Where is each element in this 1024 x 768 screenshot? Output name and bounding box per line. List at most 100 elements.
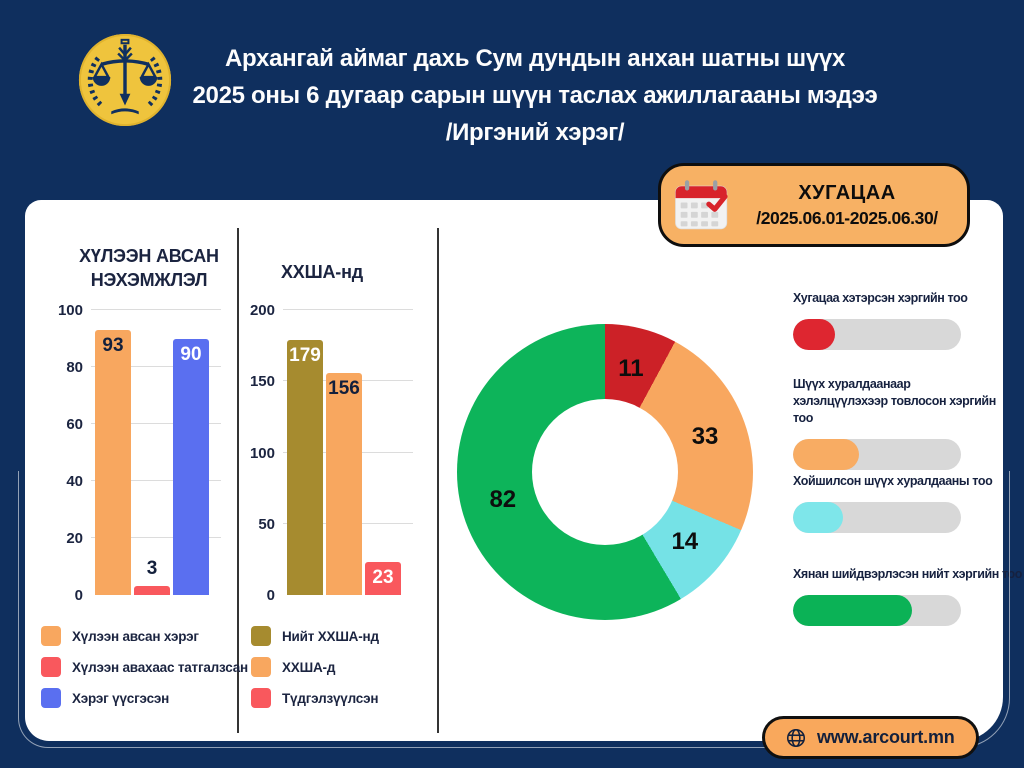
bar-value-label: 23: [372, 567, 394, 589]
period-badge: ХУГАЦАА /2025.06.01-2025.06.30/: [658, 163, 970, 247]
metric-postponed: Хойшилсон шүүх хуралдааны тоо: [793, 473, 1003, 533]
legend-label: ХХША-д: [282, 659, 336, 675]
legend-label: Хүлээн авахаас татгалзсан: [72, 659, 248, 675]
y-axis-tick: 40: [66, 473, 83, 490]
metric-track: [793, 319, 961, 350]
metric-overdue: Хугацаа хэтэрсэн хэргийн тоо: [793, 290, 1003, 350]
y-axis-tick: 50: [258, 515, 275, 533]
metric-label: Хянан шийдвэрлэсэн нийт хэргийн тоо: [793, 567, 1023, 581]
metric-label: Хугацаа хэтэрсэн хэргийн тоо: [793, 291, 968, 305]
y-axis-tick: 20: [66, 530, 83, 547]
chart-title-line: НЭХЭМЖЛЭЛ: [90, 270, 208, 290]
bar-value-label: 90: [180, 343, 202, 365]
gridline: [91, 366, 221, 367]
bar-value-label: 93: [102, 334, 124, 356]
bar-0: 93: [95, 329, 131, 595]
metric-track: [793, 439, 961, 470]
y-axis-tick: 0: [74, 587, 83, 604]
bar-2: 90: [173, 338, 209, 595]
legend-label: Түдгэлзүүлсэн: [282, 690, 379, 706]
y-axis: 0 20 40 60 80 100: [47, 302, 91, 604]
plot-area: 93 3 90: [91, 309, 221, 595]
website-label: www.arcourt.mn: [817, 727, 955, 747]
donut-slice-label: 82: [489, 486, 517, 514]
y-axis-tick: 0: [266, 587, 275, 604]
gridline: [91, 309, 221, 310]
legend-swatch: [41, 688, 61, 708]
court-logo: [78, 33, 172, 127]
metric-fill: [793, 319, 835, 350]
y-axis-tick: 80: [66, 359, 83, 376]
y-axis: 0 50 100 150 200: [239, 302, 283, 604]
chart-title-xxsha: ХХША-нд: [257, 260, 387, 284]
metric-track: [793, 502, 961, 533]
metric-scheduled: Шүүх хуралдаанаар хэлэлцүүлэхээр товлосо…: [793, 376, 1003, 470]
metric-label: Шүүх хуралдаанаар хэлэлцүүлэхээр товлосо…: [793, 377, 996, 425]
chart-title-line: ХХША-нд: [281, 262, 363, 282]
legend-swatch: [251, 626, 271, 646]
claims-legend: Хүлээн авсан хэрэг Хүлээн авахаас татгал…: [41, 626, 248, 708]
bar-value-label: 179: [289, 344, 321, 366]
title-line-1: Архангай аймаг дахь Сум дундын анхан шат…: [224, 45, 845, 72]
legend-swatch: [41, 626, 61, 646]
y-axis-tick: 100: [249, 444, 275, 462]
donut-hole: [532, 399, 678, 545]
bar-value-label: 3: [146, 558, 158, 580]
bar-1: 3: [134, 558, 170, 595]
donut-slice-label: 11: [618, 355, 644, 383]
bar-1: 156: [326, 372, 362, 595]
xxsha-legend: Нийт ХХША-нд ХХША-д Түдгэлзүүлсэн: [251, 626, 431, 708]
metric-fill: [793, 595, 913, 626]
page-title: Архангай аймаг дахь Сум дундын анхан шат…: [175, 40, 895, 151]
legend-swatch: [41, 657, 61, 677]
bars-group: 179 156 23: [283, 339, 405, 595]
title-line-2: 2025 оны 6 дугаар сарын шүүн таслах ажил…: [192, 82, 878, 109]
title-line-3: /Иргэний хэрэг/: [445, 119, 625, 146]
gridline: [91, 537, 221, 538]
claims-bar-chart: 0 20 40 60 80 100 93 3 90: [47, 302, 221, 604]
gridline: [91, 423, 221, 424]
section-divider: [437, 228, 439, 733]
legend-label: Хүлээн авсан хэрэг: [72, 628, 199, 644]
chart-title-claims: ХҮЛЭЭН АВСАН НЭХЭМЖЛЭЛ: [63, 244, 235, 292]
gridline: [91, 480, 221, 481]
y-axis-tick: 150: [249, 373, 275, 391]
badge-title: ХУГАЦАА: [798, 181, 896, 204]
legend-item: Хүлээн авахаас татгалзсан: [41, 657, 248, 677]
metric-fill: [793, 439, 859, 470]
metric-fill: [793, 502, 844, 533]
badge-text: ХУГАЦАА /2025.06.01-2025.06.30/: [739, 182, 955, 229]
y-axis-tick: 200: [249, 302, 275, 319]
legend-swatch: [251, 657, 271, 677]
legend-item: ХХША-д: [251, 657, 431, 677]
chart-title-line: ХҮЛЭЭН АВСАН: [79, 246, 219, 266]
plot-area: 179 156 23: [283, 309, 413, 595]
cases-donut-chart: 11 33 14 82: [457, 324, 753, 620]
y-axis-tick: 100: [57, 302, 83, 319]
calendar-icon: [675, 180, 728, 230]
legend-swatch: [251, 688, 271, 708]
donut-slice-label: 14: [671, 527, 699, 555]
legend-label: Хэрэг үүсгэсэн: [72, 690, 170, 706]
bar-0: 179: [287, 339, 323, 595]
xxsha-bar-chart: 0 50 100 150 200 179 156 23: [239, 302, 413, 604]
bars-group: 93 3 90: [91, 329, 213, 595]
legend-label: Нийт ХХША-нд: [282, 628, 379, 644]
legend-item: Нийт ХХША-нд: [251, 626, 431, 646]
website-link[interactable]: www.arcourt.mn: [762, 716, 979, 759]
legend-item: Түдгэлзүүлсэн: [251, 688, 431, 708]
gridline: [283, 309, 413, 310]
legend-item: Хэрэг үүсгэсэн: [41, 688, 235, 708]
metric-label: Хойшилсон шүүх хуралдааны тоо: [793, 474, 993, 488]
globe-icon: [786, 728, 806, 747]
y-axis-tick: 60: [66, 416, 83, 433]
metric-track: [793, 595, 961, 626]
content-card: ХҮЛЭЭН АВСАН НЭХЭМЖЛЭЛ 0 20 40 60 80 100 93 3 9…: [18, 200, 1023, 748]
section-divider: [237, 228, 239, 733]
legend-item: Хүлээн авсан хэрэг: [41, 626, 235, 646]
bar-2: 23: [365, 562, 401, 595]
badge-period: /2025.06.01-2025.06.30/: [756, 207, 938, 228]
metric-resolved: Хянан шийдвэрлэсэн нийт хэргийн тоо: [793, 566, 1023, 626]
donut-slice-label: 33: [691, 422, 719, 450]
